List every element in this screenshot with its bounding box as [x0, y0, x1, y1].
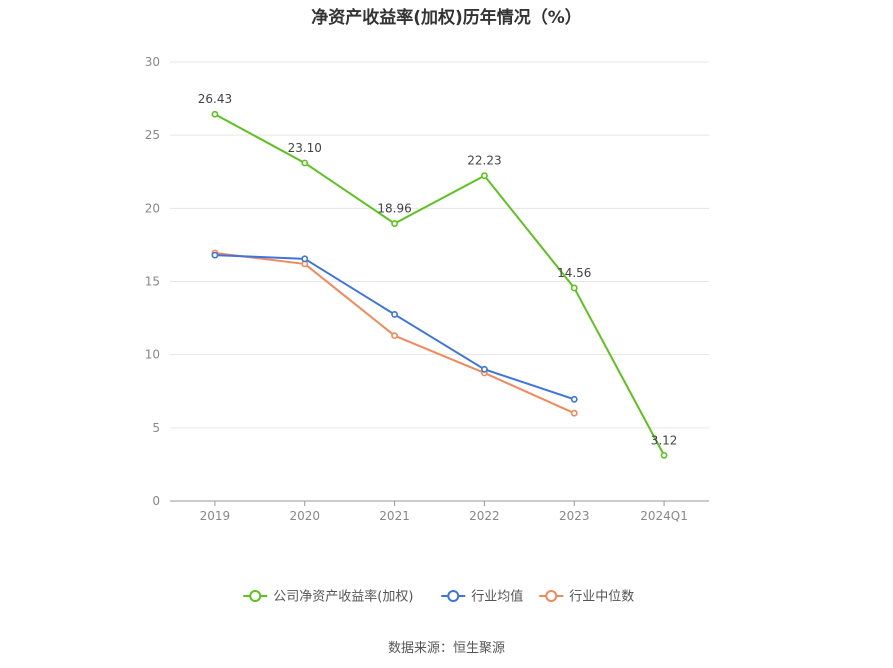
legend-marker — [545, 590, 558, 602]
data-point — [660, 451, 668, 459]
data-point — [570, 284, 578, 292]
data-label: 3.12 — [651, 433, 678, 447]
data-point — [391, 311, 398, 318]
y-tick-label: 10 — [145, 348, 160, 362]
legend-label: 公司净资产收益率(加权) — [273, 589, 413, 605]
data-point — [211, 110, 219, 118]
data-label: 23.10 — [288, 141, 322, 155]
y-tick-label: 30 — [145, 55, 160, 69]
x-tick-label: 2020 — [289, 509, 320, 523]
y-tick-label: 25 — [145, 128, 160, 142]
data-point — [481, 365, 488, 373]
data-point — [391, 332, 398, 340]
data-label: 22.23 — [467, 154, 501, 168]
data-source: 数据来源：恒生聚源 — [387, 641, 505, 656]
legend-marker — [249, 590, 262, 602]
data-point — [570, 409, 578, 417]
x-tick-label: 2022 — [469, 509, 500, 523]
chart-title: 净资产收益率(加权)历年情况（%） — [311, 8, 582, 28]
y-tick-label: 15 — [145, 275, 160, 289]
series-line — [214, 254, 575, 401]
data-point — [301, 255, 309, 263]
y-tick-label: 0 — [152, 494, 160, 508]
legend-marker — [447, 590, 460, 602]
x-tick-label: 2023 — [559, 509, 590, 523]
data-label: 26.43 — [198, 92, 232, 106]
legend-label: 行业均值 — [471, 589, 523, 605]
data-point — [570, 395, 578, 403]
legend-label: 行业中位数 — [569, 590, 634, 605]
x-tick-label: 2021 — [379, 509, 410, 523]
x-tick-label: 2019 — [200, 509, 231, 523]
series-line — [214, 113, 665, 456]
y-tick-label: 20 — [145, 201, 160, 215]
data-point — [301, 159, 309, 167]
data-label: 18.96 — [377, 202, 411, 216]
data-point — [481, 172, 488, 180]
x-tick-label: 2024Q1 — [640, 509, 688, 523]
data-point — [211, 251, 219, 259]
y-tick-label: 5 — [152, 421, 160, 435]
data-point — [391, 220, 398, 227]
data-label: 14.56 — [557, 266, 591, 280]
